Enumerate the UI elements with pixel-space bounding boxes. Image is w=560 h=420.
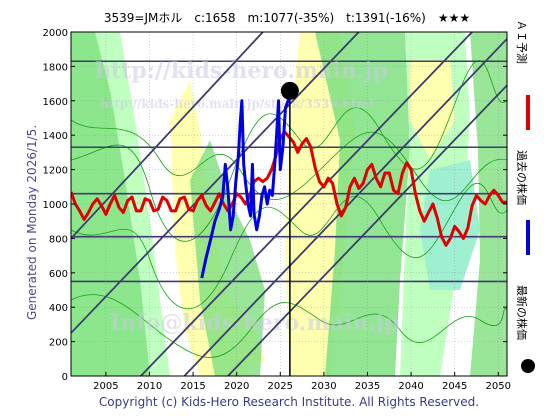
- watermark-url: http://kids-hero.main.jp: [95, 58, 388, 84]
- x-tick-label: 2005: [93, 381, 118, 392]
- x-tick-label: 2020: [224, 381, 249, 392]
- trend-line: [140, 32, 473, 376]
- y-tick-label: 800: [49, 234, 68, 245]
- x-tick-label: 2025: [268, 381, 293, 392]
- trend-line: [71, 32, 264, 240]
- y-tick-label: 1200: [43, 166, 68, 177]
- x-tick-label: 2035: [355, 381, 380, 392]
- y-tick-label: 2000: [43, 28, 68, 39]
- x-tick-label: 2030: [311, 381, 336, 392]
- y-tick-label: 600: [49, 269, 68, 280]
- legend-label-price: 過去の株価: [515, 150, 529, 205]
- y-tick-label: 1800: [43, 62, 68, 73]
- x-tick-label: 2050: [486, 381, 511, 392]
- x-axis: 2005 2010 2015 2020 2025 2030 2035 2040 2045 2050: [93, 372, 511, 392]
- x-tick-label: 2015: [180, 381, 205, 392]
- past-price-line: [200, 90, 292, 279]
- watermark-url-small: http://kids-hero.main.jp/stock/3539.html: [100, 97, 374, 111]
- chart-title: 3539=JMホル c:1658 m:1077(-35%) t:1391(-16…: [104, 11, 470, 25]
- series-layer: [71, 90, 507, 279]
- legend-item-price: 過去の株価: [515, 150, 530, 255]
- band-mid-green: [190, 140, 265, 376]
- x-tick-label: 2040: [398, 381, 423, 392]
- y-tick-label: 0: [62, 372, 68, 383]
- trend-line: [227, 84, 507, 376]
- trend-line: [71, 32, 360, 334]
- y-tick-label: 1400: [43, 131, 68, 142]
- y-tick-label: 1600: [43, 97, 68, 108]
- x-tick-label: 2010: [137, 381, 162, 392]
- legend-swatch-latest: [521, 359, 535, 373]
- y-tick-label: 1000: [43, 200, 68, 211]
- generated-date: Generated on Monday 2026/1/5.: [25, 125, 39, 320]
- watermark-email: Info@kids-hero.main.jp: [110, 310, 399, 336]
- band-mid-yellow: [170, 80, 265, 376]
- legend-item-latest: 最新の株価: [515, 285, 535, 373]
- x-tick-label: 2045: [442, 381, 467, 392]
- legend-item-ai: ＡＩ予測: [515, 20, 530, 130]
- current-marker: [280, 81, 299, 376]
- legend-label-ai: ＡＩ予測: [515, 20, 529, 64]
- y-tick-label: 200: [49, 338, 68, 349]
- y-tick-label: 400: [49, 303, 68, 314]
- current-price-dot: [280, 81, 299, 100]
- legend: ＡＩ予測 過去の株価 最新の株価: [515, 20, 535, 373]
- y-axis: 0 200 400 600 800 1000 1200 1400 1600 1800 2000: [43, 28, 507, 383]
- vertical-grid: [105, 32, 499, 376]
- copyright: Copyright (c) Kids-Hero Research Institu…: [99, 395, 479, 409]
- ai-forecast-line: [71, 130, 507, 247]
- legend-label-latest: 最新の株価: [515, 285, 529, 340]
- trend-lines: [71, 32, 507, 376]
